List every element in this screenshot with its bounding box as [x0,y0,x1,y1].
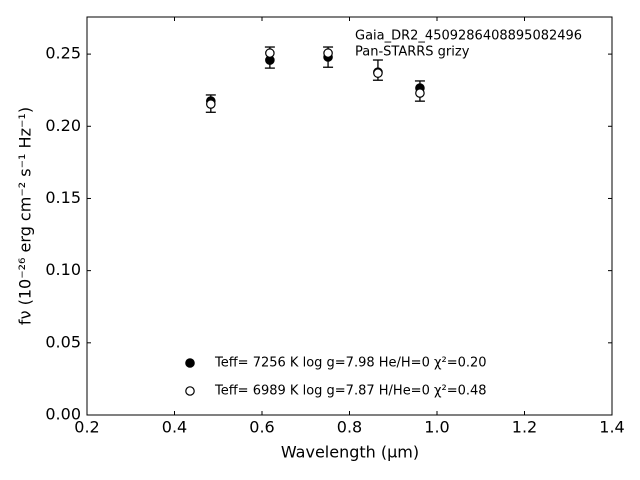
y-tick-label: 0.00 [45,405,81,424]
point [415,88,425,98]
legend-marker [185,386,195,396]
x-tick-label: 1.2 [512,418,537,437]
y-tick-label: 0.05 [45,332,81,351]
annotation: Gaia_DR2_4509286408895082496 [355,29,582,44]
legend-label: Teff= 6989 K log g=7.87 H/He=0 χ²=0.48 [214,384,487,399]
x-tick-label: 1.0 [424,418,449,437]
legend-label: Teff= 7256 K log g=7.98 He/H=0 χ²=0.20 [214,356,487,371]
y-tick-label: 0.20 [45,116,81,135]
point [323,48,333,58]
x-tick-label: 0.4 [162,418,187,437]
x-axis-label: Wavelength (μm) [281,443,419,462]
y-tick-label: 0.15 [45,188,81,207]
point [373,68,383,78]
x-tick-label: 0.2 [74,418,99,437]
x-tick-label: 0.8 [337,418,362,437]
y-tick-label: 0.10 [45,260,81,279]
y-axis-label: fν (10⁻²⁶ erg cm⁻² s⁻¹ Hz⁻¹) [16,107,35,325]
x-tick-label: 0.6 [249,418,274,437]
point [206,99,216,109]
x-tick-label: 1.4 [599,418,624,437]
annotation: Pan-STARRS grizy [355,45,470,60]
legend-marker [185,358,195,368]
point [265,48,275,58]
y-tick-label: 0.25 [45,44,81,63]
